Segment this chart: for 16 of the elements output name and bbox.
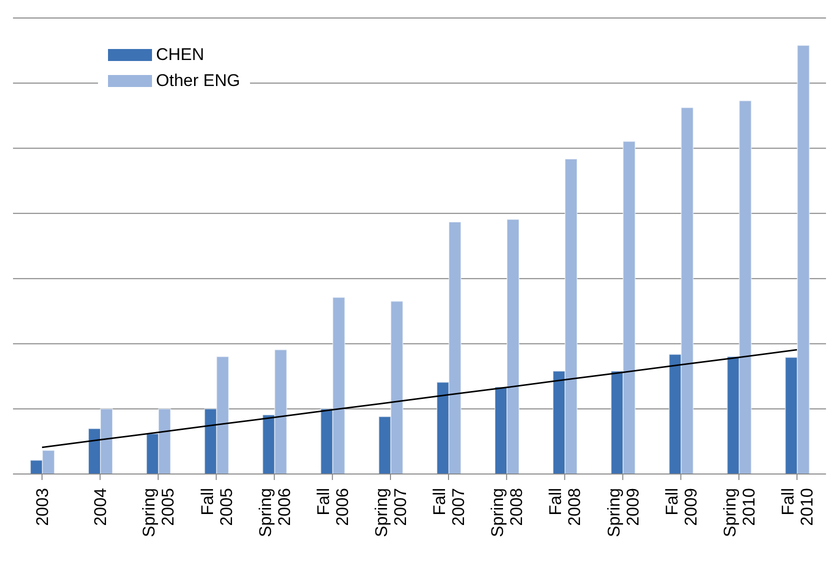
x-tick-label: Spring 2010 — [720, 488, 758, 538]
x-tick-label: Spring 2009 — [604, 488, 642, 538]
x-tick-label: Fall 2005 — [198, 488, 236, 526]
x-tick-label: Spring 2007 — [372, 488, 410, 538]
x-tick-label: Spring 2005 — [140, 488, 178, 538]
x-tick-label: 2003 — [33, 488, 52, 526]
x-tick-label: 2004 — [91, 488, 110, 526]
x-tick-label: Fall 2006 — [314, 488, 352, 526]
legend-label: CHEN — [156, 44, 204, 66]
x-tick-label: Fall 2007 — [430, 488, 468, 526]
legend-label: Other ENG — [156, 70, 240, 92]
x-tick-label: Fall 2010 — [778, 488, 816, 526]
x-tick-label: Spring 2008 — [488, 488, 526, 538]
x-tick-label: Spring 2006 — [256, 488, 294, 538]
x-tick-label: Fall 2008 — [546, 488, 584, 526]
x-tick-label: Fall 2009 — [662, 488, 700, 526]
